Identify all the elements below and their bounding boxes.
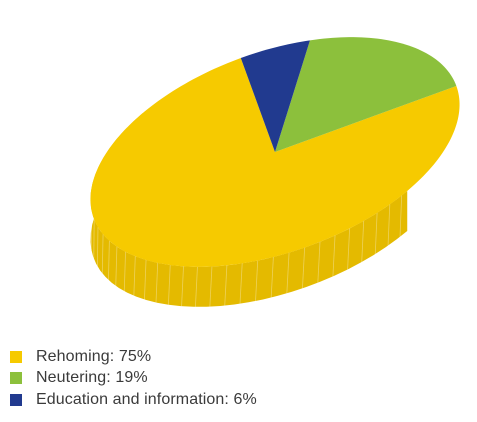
legend-label-education: Education and information: 6% <box>36 390 257 408</box>
pie-side-facets-rehoming <box>90 117 403 307</box>
pie-slice-neutering <box>275 37 457 152</box>
legend-item-rehoming: Rehoming: 75% <box>10 346 257 368</box>
legend-item-neutering: Neutering: 19% <box>10 368 257 390</box>
legend: Rehoming: 75% Neutering: 19% Education a… <box>10 346 257 411</box>
pie-slice-rehoming <box>90 58 460 267</box>
legend-swatch-rehoming <box>10 350 22 363</box>
legend-item-education: Education and information: 6% <box>10 389 257 411</box>
pie-slice-education <box>240 40 310 152</box>
pie-chart <box>90 37 460 307</box>
legend-swatch-neutering <box>10 372 22 385</box>
legend-label-neutering: Neutering: 19% <box>36 369 148 387</box>
legend-label-rehoming: Rehoming: 75% <box>36 347 152 365</box>
legend-swatch-education <box>10 393 22 406</box>
pie-side-rehoming <box>90 113 408 307</box>
